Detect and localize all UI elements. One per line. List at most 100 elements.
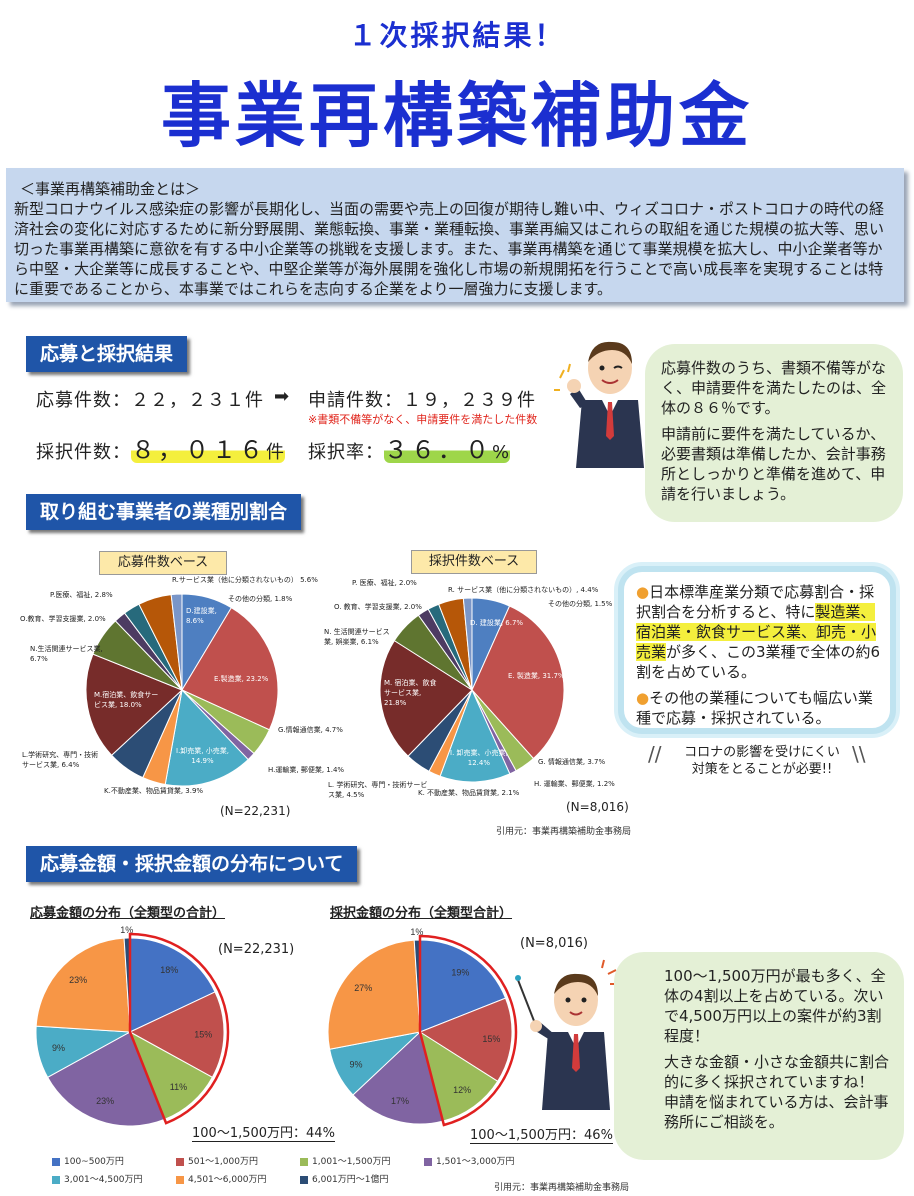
industry-citation: 引用元：事業再構築補助金事務局 <box>496 827 632 837</box>
pie-slice <box>128 991 225 1078</box>
rate-stat: 採択率：３６．０% <box>308 430 511 465</box>
pie-slice-label: 27% <box>354 983 372 993</box>
amount-chart1-title: 応募金額の分布（全類型の合計） <box>30 906 226 921</box>
pie2-label-n: N. 生活関連サービス 業, 娯楽業, 6.1% <box>324 628 390 646</box>
pie-slice-label: 23% <box>96 1096 114 1106</box>
applications-value: ２２，２３１件 <box>131 390 264 411</box>
intro-heading: ＜事業再構築補助金とは＞ <box>20 180 201 198</box>
pie1-label-d: D.建設業, 8.6% <box>186 607 217 625</box>
pie2-label-o: O. 教育、学習支援業, 2.0% <box>334 603 422 611</box>
cloud-p1-text-a: 日本標準産業分類で応募割合・採択割合を分析すると、特に <box>636 583 875 621</box>
highlight-outline <box>418 934 518 1127</box>
pie-slice-label: 9% <box>350 1060 363 1070</box>
pie-slice-label: 1% <box>120 925 133 935</box>
pie2-label-g: G. 情報通信業, 3.7% <box>538 758 606 766</box>
pie-slice <box>379 639 473 757</box>
pie-slice <box>419 1030 499 1122</box>
pie-slice <box>85 653 183 756</box>
pie-slice <box>418 997 513 1082</box>
legend-label: 1,001～1,500万円 <box>312 1157 391 1167</box>
section-heading-amounts: 応募金額・採択金額の分布について <box>26 846 358 882</box>
page-title: 事業再構築補助金 <box>161 75 753 157</box>
filed-value: １９，２３９件 <box>403 390 536 411</box>
pie-slice <box>129 1030 214 1121</box>
pie2-label-d: D. 建設業, 6.7% <box>470 619 524 627</box>
pie-slice-label: 1% <box>410 927 423 937</box>
pie1-label-l: L.学術研究、専門・技術 サービス業, 6.4% <box>22 751 99 769</box>
legend-item-6: 4,501～6,000万円 <box>176 1172 267 1185</box>
pie2-label-r: R. サービス業（他に分類されないもの）, 4.4% <box>448 586 599 594</box>
legend-swatch <box>52 1157 60 1166</box>
pie2-n: (N=8,016) <box>566 800 629 814</box>
bullet-dot-icon: ● <box>636 689 650 707</box>
pie-slice <box>46 1031 166 1127</box>
businessman-thumbsup-illustration <box>554 341 644 468</box>
pie-slice <box>471 605 565 760</box>
pie1-label-h: H.運輸業, 郵便業, 1.4% <box>268 766 345 774</box>
pie2-label-i: I. 卸売業、小売業, 12.4% <box>450 749 508 767</box>
pie-slice <box>164 688 249 787</box>
pie-slice-label: 15% <box>194 1029 212 1039</box>
slash-right-icon: \\ <box>852 742 866 766</box>
legend-label: 100~500万円 <box>64 1157 124 1167</box>
legend-swatch <box>424 1157 432 1166</box>
pie2-label-m: M. 宿泊業、飲食 サービス業, 21.8% <box>384 679 437 707</box>
section-heading-industries: 取り組む事業者の業種別割合 <box>26 494 302 530</box>
pie2-label-h: H. 運輸業、郵便業, 1.2% <box>534 780 615 788</box>
results-bubble-p2: 申請前に要件を満たしているか、必要書類は準備したか、会計事務所としっかりと準備を… <box>661 425 886 503</box>
amount-chart1-caption: 100～1,500万円：44% <box>192 1122 335 1142</box>
results-speech-bubble: 応募件数のうち、書類不備等がなく、申請要件を満たしたのは、全体の８６％です。 申… <box>645 344 903 522</box>
section-heading-results: 応募と採択結果 <box>26 336 188 372</box>
applications-stat: 応募件数：２２，２３１件 <box>36 386 264 412</box>
pie2-title: 採択件数ベース <box>411 550 537 574</box>
covid-note: コロナの影響を受けにくい 対策をとることが必要!! <box>684 745 840 777</box>
intro-box <box>6 168 904 302</box>
pie-slice <box>439 688 511 783</box>
amount-chart2-caption: 100～1,500万円：46% <box>470 1124 613 1144</box>
legend-item-2: 501～1,000万円 <box>176 1154 258 1167</box>
industry-note-cloud: ●日本標準産業分類で応募割合・採択割合を分析すると、特に製造業、宿泊業・飲食サー… <box>618 566 896 734</box>
legend-label: 4,501～6,000万円 <box>188 1175 267 1185</box>
pie1-label-r: R.サービス業（他に分類されないもの） 5.6% <box>172 576 318 584</box>
cloud-p1-text-b: が多く、この3業種で全体の約6割を占めている。 <box>636 643 881 681</box>
amount-bubble-p2: 大きな金額・小さな金額共に割合的に多く採択されていますね！ 申請を悩まれている方… <box>664 1053 890 1131</box>
businessman-pointer-illustration <box>515 959 618 1110</box>
pie-slice-label: 23% <box>69 975 87 985</box>
pie1-label-g: G.情報通信業, 4.7% <box>278 726 343 734</box>
arrow-icon: ➡ <box>274 386 291 407</box>
adopted-highlight: ８，０１６件 <box>131 436 285 464</box>
legend-item-7: 6,001万円～1億円 <box>300 1172 389 1185</box>
legend-swatch <box>300 1157 308 1166</box>
pie1-label-i: I.卸売業, 小売業, 14.9% <box>176 747 229 765</box>
pie-slice <box>327 939 421 1050</box>
results-bubble-p1: 応募件数のうち、書類不備等がなく、申請要件を満たしたのは、全体の８６％です。 <box>661 359 887 417</box>
legend-item-3: 1,001～1,500万円 <box>300 1154 391 1167</box>
amount-bubble-p1: 100～1,500万円が最も多く、全体の4割以上を占めている。次いで4,500万… <box>664 967 886 1045</box>
cloud-point-1: ●日本標準産業分類で応募割合・採択割合を分析すると、特に製造業、宿泊業・飲食サー… <box>636 582 882 682</box>
pie-slice-label: 11% <box>170 1082 187 1092</box>
pie-slice <box>462 597 473 691</box>
legend-swatch <box>52 1175 60 1184</box>
rate-highlight: ３６．０% <box>384 436 511 464</box>
amount-citation: 引用元：事業再構築補助金事務局 <box>494 1183 630 1193</box>
amount-chart2-n: (N=8,016) <box>520 936 588 951</box>
pie-slice <box>35 937 131 1033</box>
pie2-label-e: E. 製造業, 31.7% <box>508 672 565 680</box>
legend-label: 6,001万円～1億円 <box>312 1175 389 1185</box>
pie1-label-p: P.医療、福祉, 2.8% <box>50 591 113 599</box>
pie1-label-k: K.不動産業、物品賃貸業, 3.9% <box>104 787 204 795</box>
pie-slice-label: 15% <box>482 1034 500 1044</box>
pie-slice-label: 9% <box>52 1043 65 1053</box>
slash-left-icon: // <box>648 742 662 766</box>
adopted-unit: 件 <box>266 442 285 463</box>
pie-slice <box>419 939 507 1033</box>
pie-slice <box>170 593 183 691</box>
pie1-label-o: O.教育、学習支援業, 2.0% <box>20 615 106 623</box>
intro-text: 新型コロナウイルス感染症の影響が長期化し、当面の需要や売上の回復が期待し難い中、… <box>14 200 885 298</box>
pie-slice-label: 12% <box>453 1085 471 1095</box>
rate-unit: % <box>492 442 511 463</box>
legend-item-5: 3,001～4,500万円 <box>52 1172 143 1185</box>
